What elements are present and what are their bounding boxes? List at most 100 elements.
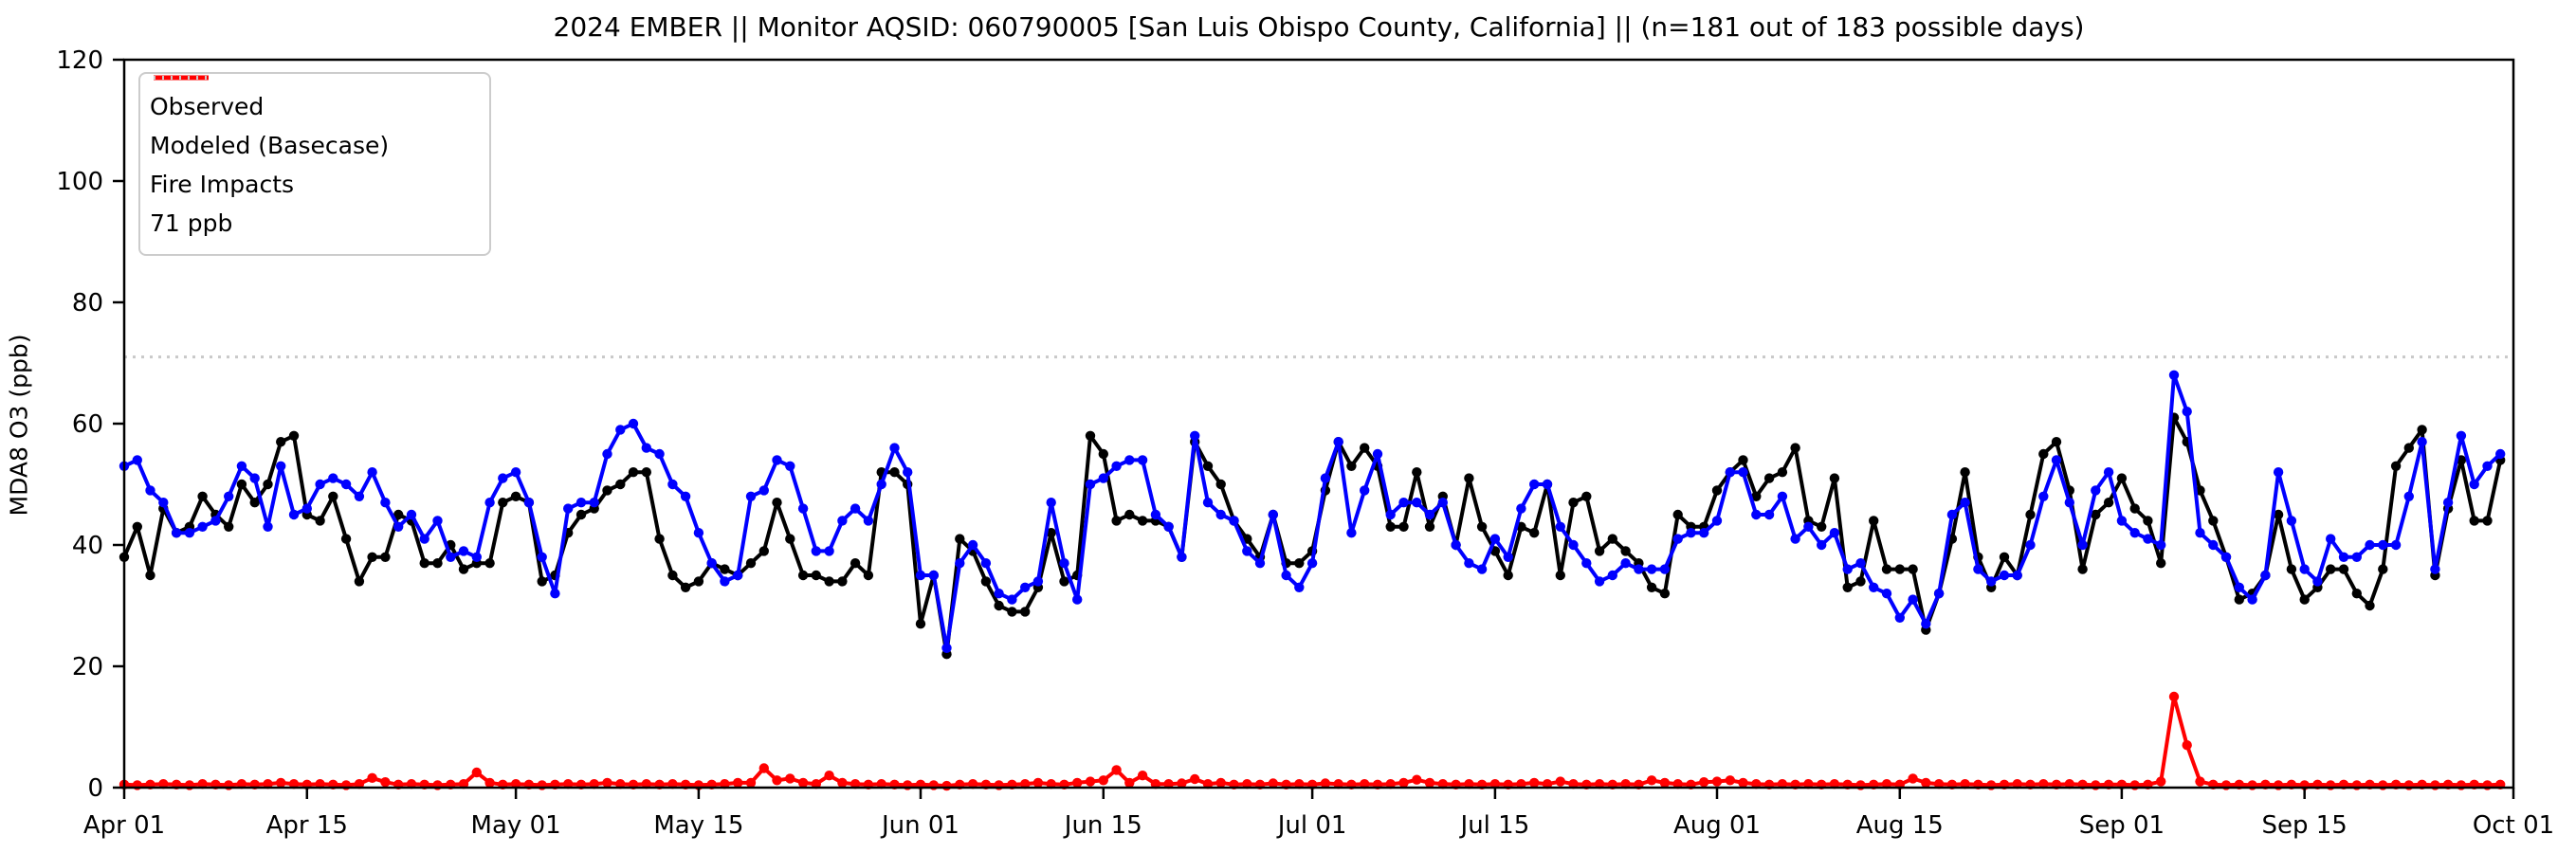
modeled-marker <box>1150 509 1161 520</box>
modeled-marker <box>276 461 286 471</box>
observed-marker <box>1777 467 1788 478</box>
observed-marker <box>1855 576 1866 587</box>
fire-marker <box>2156 776 2166 787</box>
modeled-marker <box>850 503 861 514</box>
modeled-marker <box>980 558 992 569</box>
observed-marker <box>2299 594 2310 605</box>
modeled-marker <box>1607 570 1618 581</box>
modeled-marker <box>393 521 404 532</box>
observed-marker <box>1137 516 1148 526</box>
observed-marker <box>1294 558 1305 569</box>
modeled-marker <box>288 509 300 520</box>
observed-marker <box>236 479 247 490</box>
observed-marker <box>745 558 757 569</box>
observed-marker <box>615 479 626 490</box>
x-tick-label: Oct 01 <box>2473 811 2554 840</box>
modeled-marker <box>1333 437 1343 447</box>
modeled-marker <box>1763 509 1775 520</box>
modeled-marker <box>2495 448 2506 460</box>
modeled-marker <box>2051 455 2062 465</box>
modeled-marker <box>667 479 678 490</box>
modeled-marker <box>1032 576 1044 587</box>
modeled-marker <box>550 589 560 599</box>
observed-marker <box>2234 594 2244 605</box>
modeled-marker <box>1346 528 1357 538</box>
observed-marker <box>1763 473 1775 483</box>
observed-marker <box>1594 546 1605 556</box>
modeled-marker <box>1817 539 1827 551</box>
modeled-marker <box>1686 528 1696 538</box>
observed-marker <box>484 558 495 569</box>
observed-marker <box>1098 448 1109 460</box>
modeled-marker <box>2482 461 2493 471</box>
modeled-marker <box>1646 564 1657 574</box>
observed-marker <box>1607 534 1618 544</box>
modeled-marker <box>2326 534 2336 544</box>
observed-marker <box>1059 576 1069 587</box>
modeled-marker <box>1855 558 1866 569</box>
x-tick-label: Jul 01 <box>1276 811 1347 840</box>
modeled-marker <box>1803 521 1814 532</box>
modeled-marker <box>1476 564 1488 574</box>
modeled-marker <box>2012 570 2022 581</box>
modeled-marker <box>2143 534 2153 544</box>
modeled-marker <box>693 528 704 538</box>
observed-marker <box>380 552 391 562</box>
modeled-marker <box>1124 455 1135 465</box>
observed-marker <box>693 576 704 587</box>
observed-marker <box>367 552 377 562</box>
observed-marker <box>1007 607 1017 617</box>
modeled-marker <box>1085 479 1096 490</box>
observed-marker <box>1829 473 1840 483</box>
modeled-marker <box>2417 437 2427 447</box>
modeled-marker <box>811 546 821 556</box>
modeled-marker <box>2338 552 2349 562</box>
y-tick-label: 80 <box>72 289 103 318</box>
modeled-marker <box>641 443 651 453</box>
modeled-marker <box>2195 528 2205 538</box>
fire-marker <box>1529 777 1540 789</box>
modeled-marker <box>1268 509 1279 520</box>
modeled-marker <box>955 558 965 569</box>
legend-item-observed: Observed <box>150 75 480 126</box>
y-tick-label: 40 <box>72 532 103 560</box>
modeled-marker <box>1020 582 1031 592</box>
fire-marker <box>758 763 769 773</box>
modeled-marker <box>2442 498 2454 508</box>
x-tick-label: May 01 <box>471 811 561 840</box>
modeled-marker <box>1294 582 1305 592</box>
observed-marker <box>1215 479 1226 490</box>
modeled-marker <box>2038 491 2049 501</box>
fire-marker <box>2182 740 2192 751</box>
observed-marker <box>1894 564 1906 574</box>
modeled-marker <box>680 491 691 501</box>
observed-marker <box>1738 455 1748 465</box>
modeled-marker <box>2091 485 2101 496</box>
modeled-marker <box>1960 498 1970 508</box>
observed-marker <box>510 491 521 501</box>
modeled-marker <box>1581 558 1592 569</box>
modeled-marker <box>1699 528 1709 538</box>
observed-marker <box>276 437 286 447</box>
observed-marker <box>602 485 612 496</box>
observed-marker <box>2143 516 2153 526</box>
observed-marker <box>1999 552 2010 562</box>
modeled-marker <box>628 418 639 429</box>
modeled-marker <box>654 448 665 460</box>
observed-marker <box>654 534 665 544</box>
observed-marker <box>1202 461 1214 471</box>
observed-marker <box>797 570 809 581</box>
x-tick-label: Sep 15 <box>2261 811 2347 840</box>
observed-marker <box>132 521 142 532</box>
observed-marker <box>628 467 639 478</box>
observed-marker <box>641 467 651 478</box>
modeled-marker <box>745 491 757 501</box>
modeled-marker <box>2430 564 2440 574</box>
modeled-marker <box>2116 516 2128 526</box>
y-tick-label: 120 <box>56 46 103 75</box>
modeled-marker <box>2064 498 2074 508</box>
modeled-line <box>122 372 2503 650</box>
modeled-marker <box>1842 564 1853 574</box>
observed-marker <box>785 534 795 544</box>
